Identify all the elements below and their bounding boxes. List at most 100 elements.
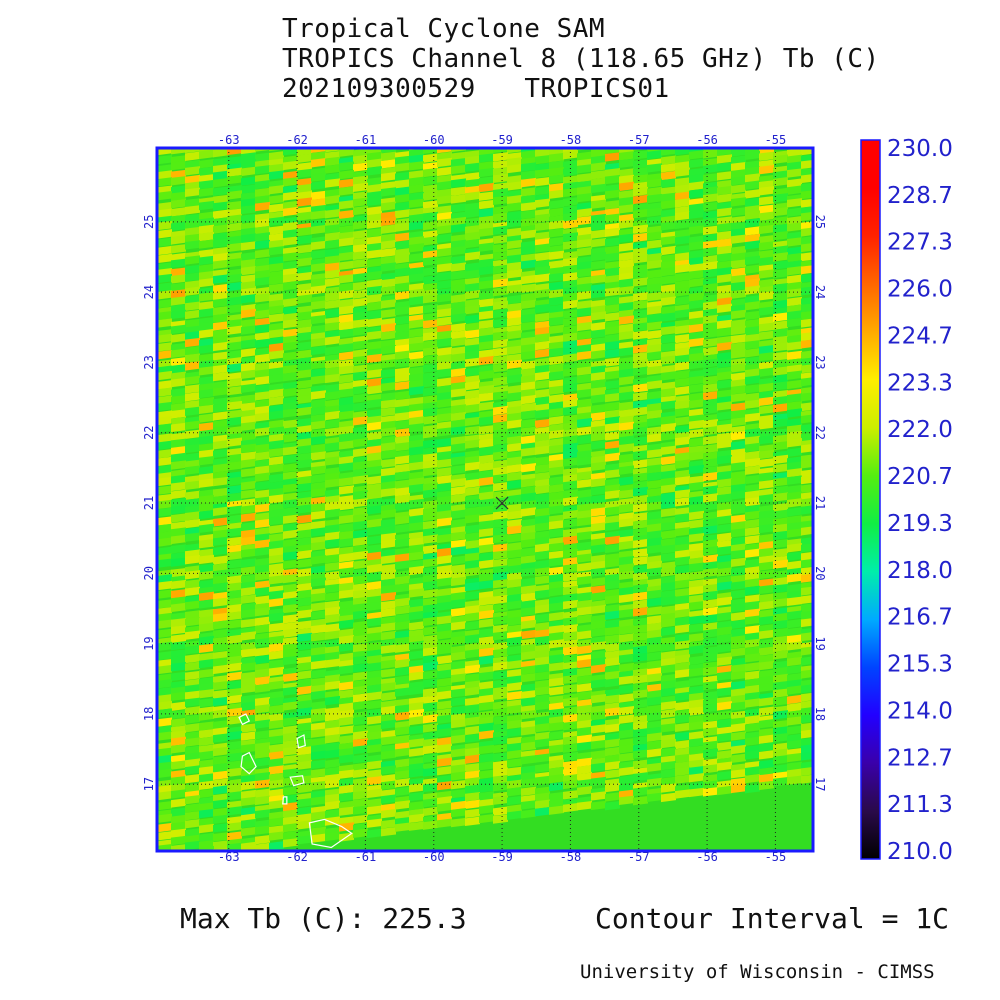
field-cell [395,666,410,677]
field-cell [787,288,802,298]
field-cell [717,643,732,653]
field-cell [479,537,494,547]
field-cell [157,201,172,212]
field-cell [759,706,774,716]
field-cell [773,299,788,309]
field-cell [325,719,340,730]
field-cell [157,456,172,467]
field-cell [647,544,662,554]
field-cell [689,269,704,280]
field-cell [773,177,788,187]
field-cell [675,121,690,130]
field-cell [269,666,284,677]
field-cell [423,466,438,477]
field-cell [507,704,522,715]
field-cell [213,440,228,450]
field-cell [787,716,802,726]
field-cell [437,412,452,423]
field-cell [633,472,648,482]
field-cell [269,757,284,768]
field-cell [591,155,606,165]
field-cell [703,628,718,639]
field-cell [759,682,774,693]
field-cell [703,90,718,99]
field-cell [325,383,340,394]
field-cell [479,744,494,755]
field-cell [381,427,396,437]
field-cell [269,743,284,754]
field-cell [633,607,648,617]
field-cell [521,170,536,180]
field-cell [731,603,746,613]
field-cell [255,232,270,242]
field-cell [521,402,536,413]
field-cell [297,459,312,469]
field-cell [647,578,662,588]
field-cell [549,407,564,418]
field-cell [773,72,788,81]
field-cell [521,665,536,675]
field-cell [353,162,368,172]
field-cell [521,619,536,630]
field-cell [689,464,704,475]
field-cell [759,322,774,332]
field-cell [157,731,172,741]
field-cell [395,494,410,504]
field-cell [521,134,536,143]
field-cell [395,428,410,438]
field-cell [381,682,396,692]
field-cell [577,614,592,624]
field-cell [241,383,256,393]
field-cell [731,663,746,674]
field-cell [241,159,256,169]
field-cell [591,776,606,787]
field-cell [367,121,382,130]
field-cell [395,350,410,360]
field-cell [507,758,522,768]
field-cell [451,688,466,698]
field-cell [227,822,242,832]
field-cell [787,131,802,140]
field-cell [409,821,424,831]
field-cell [479,111,494,120]
field-cell [339,425,354,436]
field-cell [563,496,578,506]
field-cell [577,164,592,174]
brightness-temperature-field [157,72,830,851]
field-cell [759,780,774,791]
field-cell [227,648,242,658]
field-cell [409,191,424,202]
field-cell [633,391,648,402]
field-cell [759,584,774,595]
field-cell [451,734,466,744]
field-cell [633,486,648,497]
field-cell [675,252,690,262]
field-cell [311,435,326,446]
field-cell [815,729,830,738]
field-cell [269,704,284,715]
field-cell [661,312,676,322]
field-cell [339,485,354,495]
field-cell [255,152,270,163]
field-cell [437,623,452,633]
field-cell [269,256,284,266]
field-cell [213,238,228,248]
field-cell [465,262,480,272]
field-cell [213,463,228,473]
field-cell [367,708,382,719]
field-cell [409,640,424,651]
field-cell [297,797,312,808]
field-cell [535,722,550,733]
field-cell [325,442,340,452]
field-cell [549,281,564,291]
field-cell [689,84,704,93]
field-cell [717,470,732,481]
field-cell [479,694,494,704]
field-cell [353,243,368,254]
field-cell [297,226,312,237]
field-cell [745,108,760,117]
field-cell [297,331,312,342]
field-cell [493,152,508,162]
field-cell [409,783,424,793]
field-cell [171,235,186,245]
